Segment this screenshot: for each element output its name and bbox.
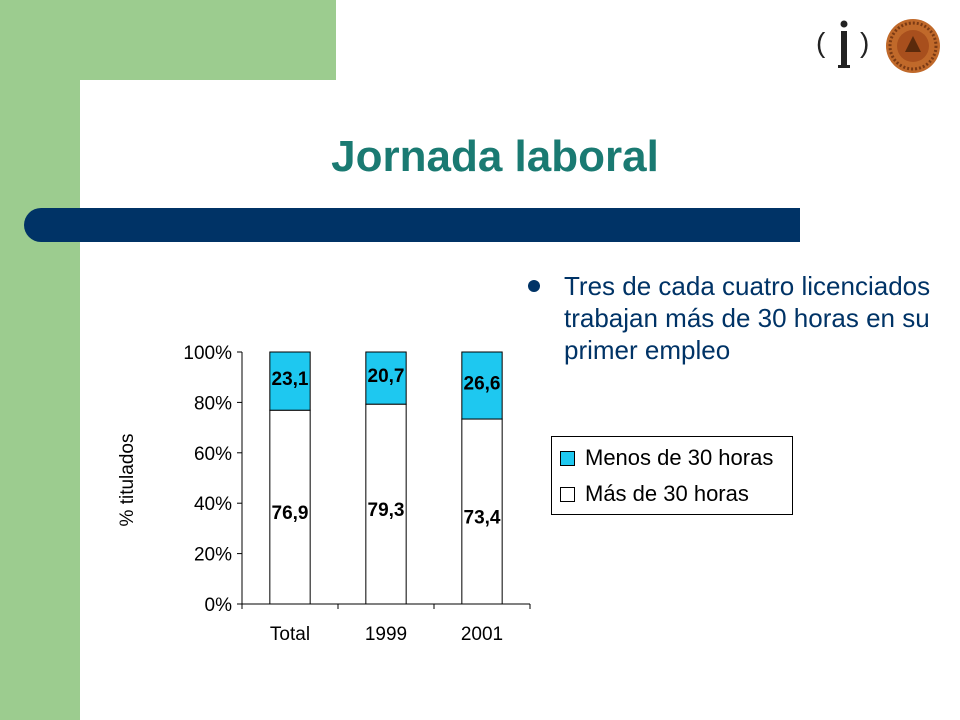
data-label: 73,4 <box>464 508 501 529</box>
svg-text:(: ( <box>816 27 826 58</box>
x-tick-label: Total <box>270 624 310 645</box>
legend-swatch-menos <box>560 450 575 466</box>
x-tick-label: 2001 <box>461 624 503 645</box>
y-tick-label: 100% <box>183 343 232 364</box>
data-label: 23,1 <box>272 369 309 390</box>
y-tick-label: 60% <box>194 444 232 465</box>
parenthesis-i-logo: ( ) <box>816 19 940 73</box>
slide-title: Jornada laboral <box>331 132 659 181</box>
green-side-band <box>0 0 80 720</box>
legend-item-menos: Menos de 30 horas <box>560 445 773 471</box>
y-tick-label: 80% <box>194 393 232 414</box>
bullet-item: Tres de cada cuatro licenciados trabajan… <box>528 270 938 366</box>
bar-segment-menos-30 <box>461 351 503 420</box>
title-underline-bar <box>24 208 800 242</box>
chart-legend: Menos de 30 horas Más de 30 horas <box>551 436 793 515</box>
x-axis: Total 1999 2001 <box>241 603 531 645</box>
x-tick-label: 1999 <box>365 624 407 645</box>
bullet-list: Tres de cada cuatro licenciados trabajan… <box>528 270 938 366</box>
logo-area: ( ) <box>808 16 948 78</box>
content-panel <box>80 80 960 720</box>
data-label: 76,9 <box>272 503 309 524</box>
bar-segment-mas-30 <box>365 403 407 605</box>
data-label: 79,3 <box>368 500 405 521</box>
bullet-text: Tres de cada cuatro licenciados trabajan… <box>564 271 931 365</box>
y-tick-label: 0% <box>205 595 233 616</box>
green-top-band <box>0 0 336 80</box>
svg-text:): ) <box>860 27 869 58</box>
bullet-dot-icon <box>528 280 540 292</box>
bar-labels: 76,9 23,1 79,3 20,7 73,4 26,6 <box>272 366 501 528</box>
legend-swatch-mas <box>560 486 575 502</box>
data-label: 20,7 <box>368 366 405 387</box>
bar-segment-mas-30 <box>461 418 503 605</box>
bar-segment-menos-30 <box>365 351 407 405</box>
legend-label-mas: Más de 30 horas <box>585 481 749 506</box>
legend-item-mas: Más de 30 horas <box>560 481 749 507</box>
y-tick-label: 40% <box>194 494 232 515</box>
legend-label-menos: Menos de 30 horas <box>585 445 774 470</box>
bar-segment-menos-30 <box>269 351 311 411</box>
university-seal-logo <box>886 19 940 73</box>
y-axis-label: % titulados <box>117 433 138 527</box>
bar-segment-mas-30 <box>269 409 311 605</box>
y-axis: 0% 20% 40% 60% 80% 100% <box>183 343 243 616</box>
bars <box>269 351 503 605</box>
y-tick-label: 20% <box>194 545 232 566</box>
data-label: 26,6 <box>464 374 501 395</box>
